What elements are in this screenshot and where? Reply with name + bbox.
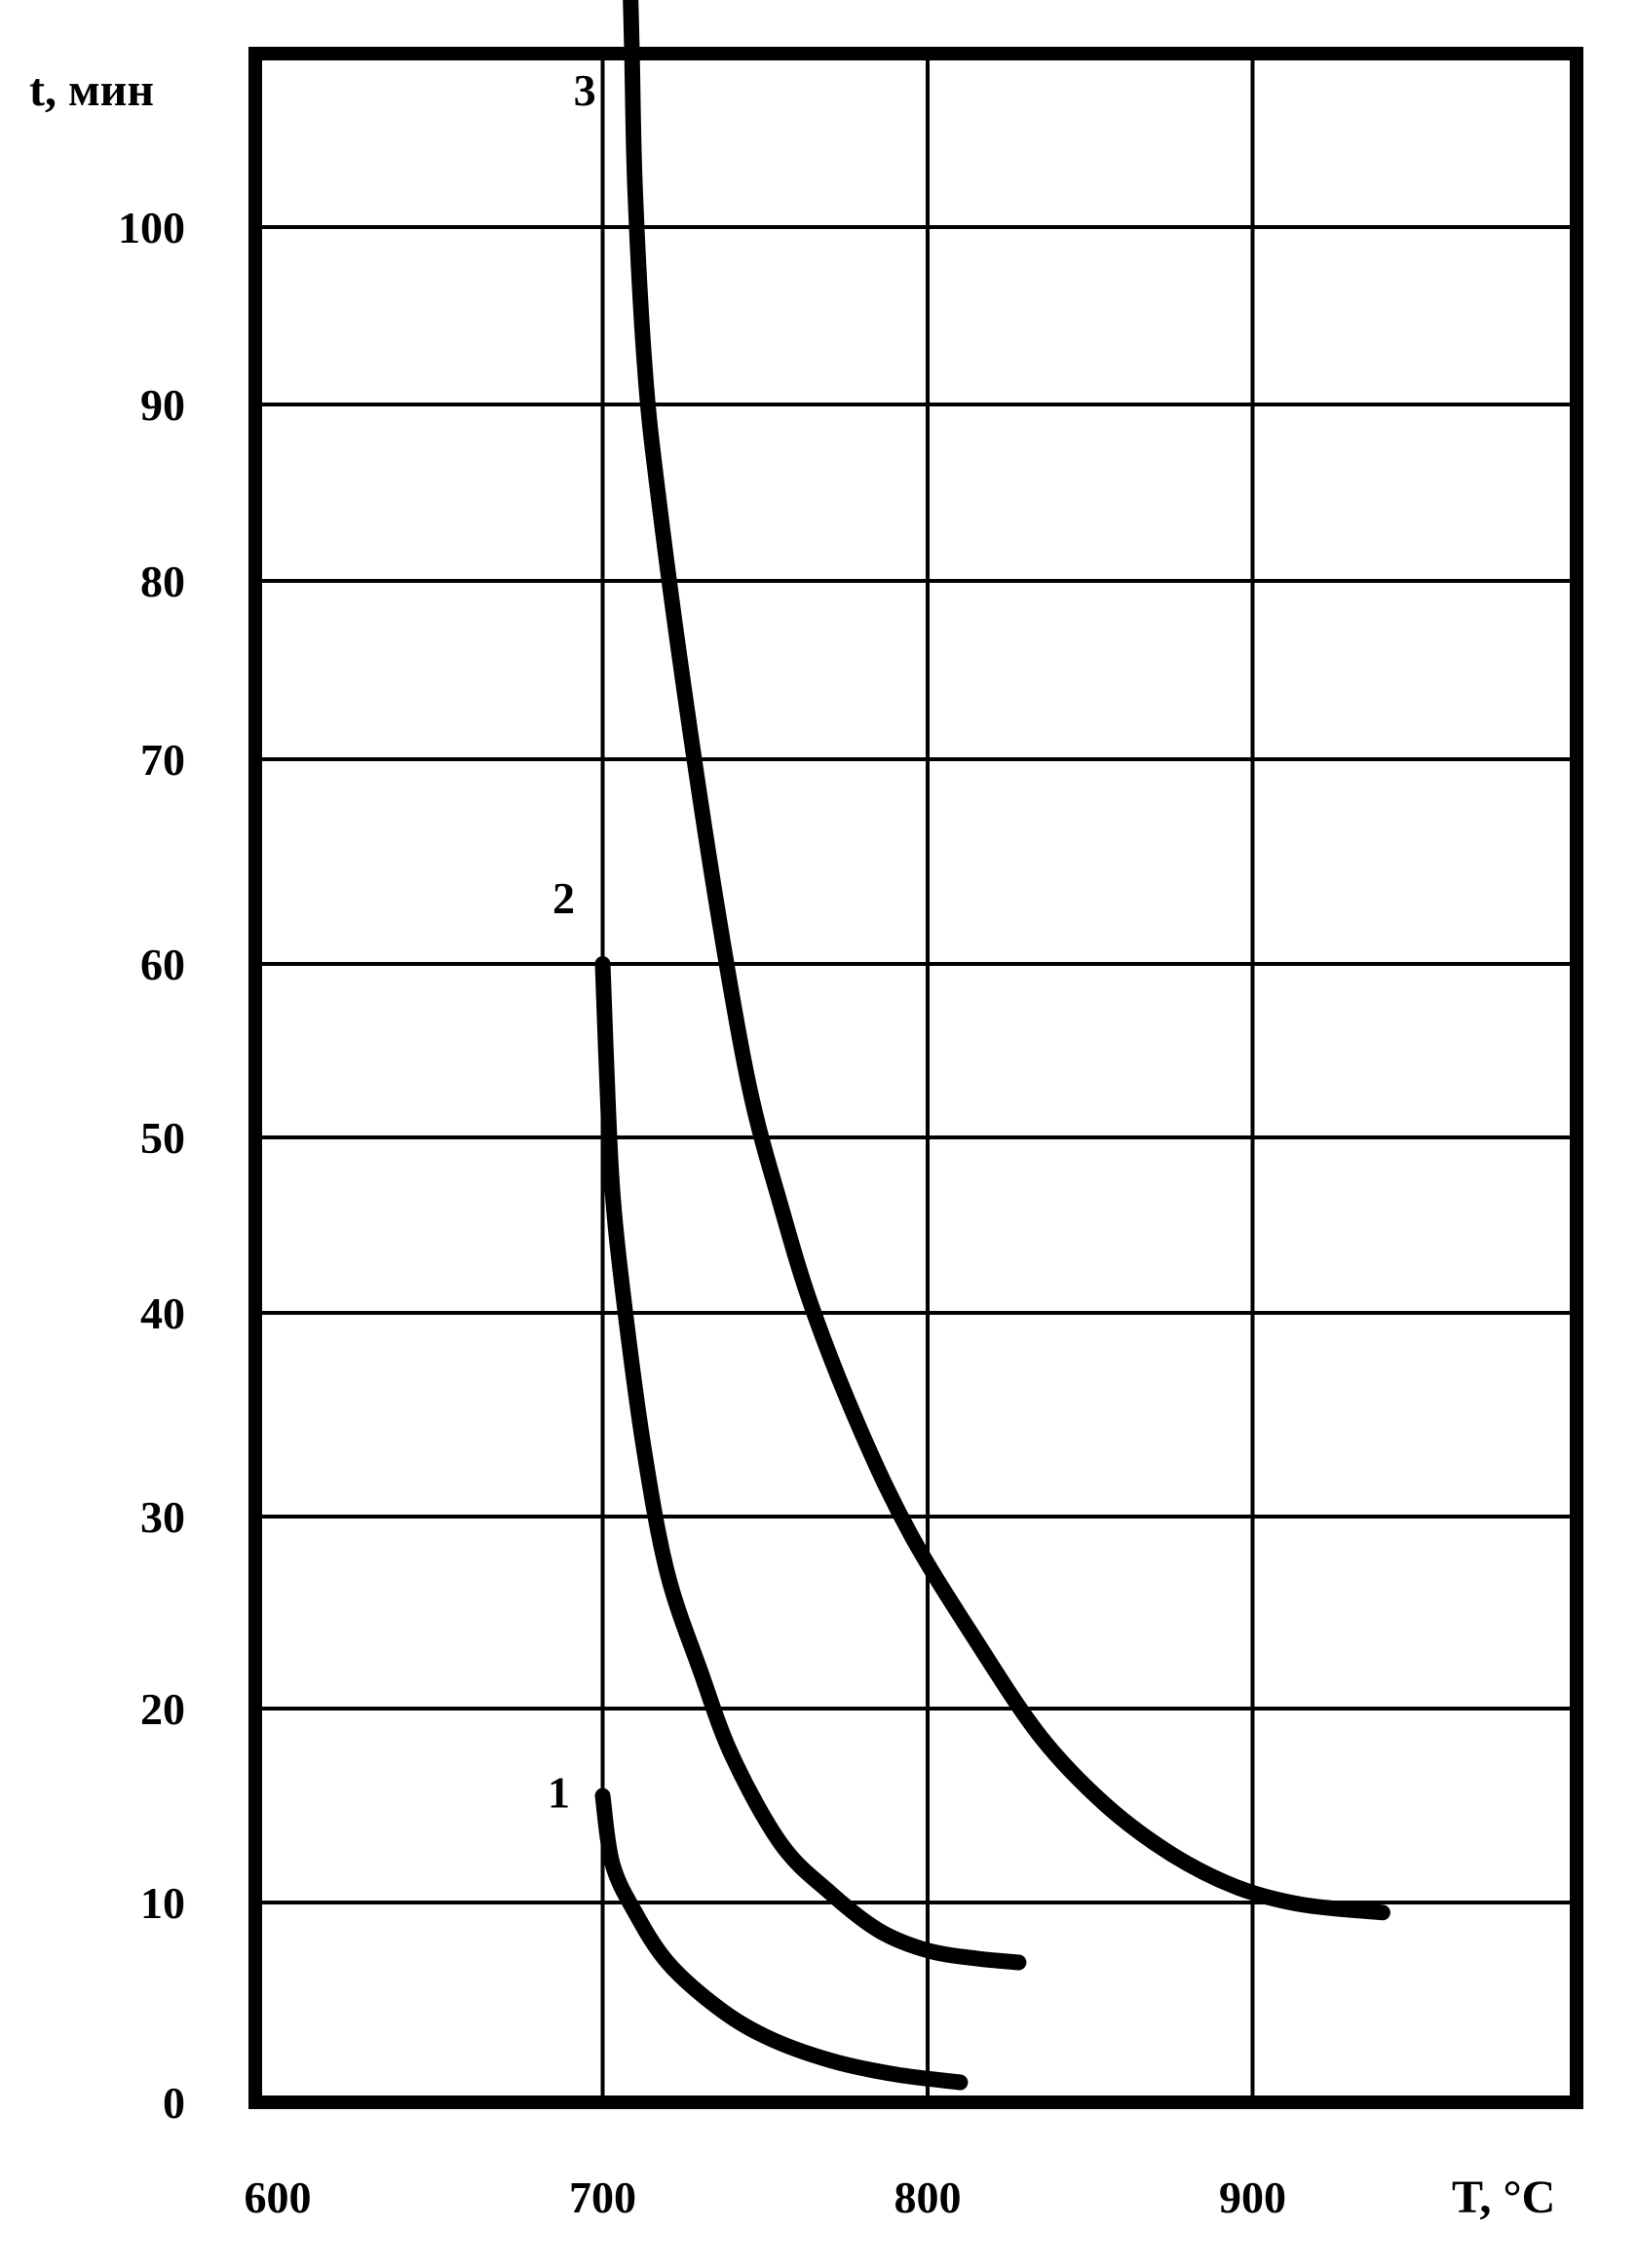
- curves: [603, 0, 1383, 2082]
- x-tick-label-800: 800: [894, 2172, 962, 2222]
- y-tick-label-70: 70: [140, 735, 185, 785]
- y-tick-labels: 0 10 20 30 40 50 60 70 80 90 100: [118, 203, 185, 2128]
- series-label-3: 3: [574, 65, 596, 115]
- y-tick-label-80: 80: [140, 557, 185, 606]
- y-tick-label-40: 40: [140, 1288, 185, 1338]
- grid: [255, 54, 1577, 2102]
- series-label-2: 2: [552, 873, 575, 923]
- series-line-3: [628, 0, 1383, 1912]
- x-tick-label-700: 700: [569, 2172, 636, 2222]
- plot-frame: [255, 54, 1577, 2102]
- y-tick-label-100: 100: [118, 203, 185, 252]
- y-tick-label-90: 90: [140, 380, 185, 430]
- y-tick-label-0: 0: [163, 2078, 185, 2128]
- series-labels: 1 2 3: [548, 65, 596, 1818]
- y-tick-label-60: 60: [140, 940, 185, 989]
- x-tick-label-900: 900: [1219, 2172, 1286, 2222]
- x-axis-label: T, °C: [1452, 2172, 1555, 2223]
- y-tick-label-50: 50: [140, 1113, 185, 1163]
- series-label-1: 1: [548, 1768, 570, 1818]
- x-tick-label-600: 600: [245, 2172, 312, 2222]
- series-line-2: [603, 964, 1019, 1963]
- x-tick-labels: 600 700 800 900: [245, 2172, 1287, 2222]
- y-tick-label-20: 20: [140, 1684, 185, 1734]
- y-axis-label: t, мин: [29, 64, 154, 116]
- y-tick-label-30: 30: [140, 1492, 185, 1542]
- y-tick-label-10: 10: [140, 1878, 185, 1928]
